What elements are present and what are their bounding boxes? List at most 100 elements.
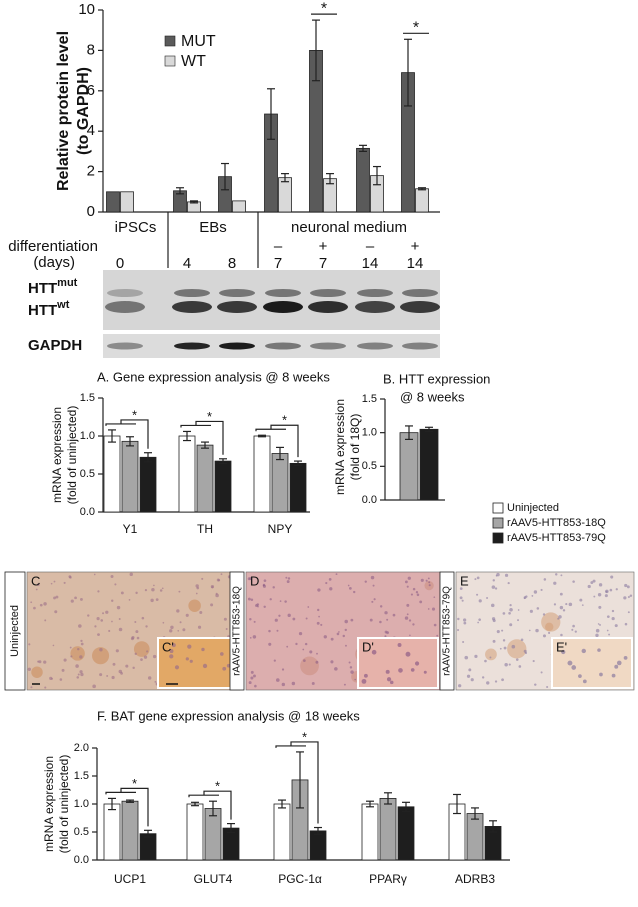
nucleus (151, 587, 155, 592)
nucleus (135, 630, 139, 634)
blot-label-main: HTT (28, 280, 57, 297)
nucleus (59, 678, 63, 681)
nucleus (517, 609, 520, 611)
nucleus (249, 577, 253, 581)
y-tick-label: 2 (87, 163, 95, 180)
nucleus (129, 572, 133, 577)
nucleus (152, 654, 157, 659)
error-bar (278, 799, 286, 809)
nucleus (33, 606, 36, 610)
y-tick-label: 6 (87, 82, 95, 99)
nucleus (161, 587, 164, 590)
nucleus (410, 593, 414, 596)
error-bar (144, 452, 152, 463)
nucleus (509, 604, 512, 607)
nucleus (371, 600, 374, 603)
nucleus (353, 590, 356, 594)
nucleus (125, 664, 129, 668)
x-tick-label: 14 (362, 255, 379, 272)
nucleus (145, 625, 148, 628)
chart-title: F. BAT gene expression analysis @ 18 wee… (97, 708, 360, 723)
nucleus (53, 580, 56, 583)
nucleus (39, 603, 43, 607)
error-bar (176, 187, 184, 195)
nucleus (604, 594, 608, 598)
inset-nucleus (561, 649, 566, 655)
nucleus (176, 609, 180, 613)
nucleus (220, 573, 223, 576)
nucleus (416, 593, 420, 597)
nucleus (515, 658, 519, 661)
nucleus (502, 612, 506, 615)
nucleus (428, 581, 431, 584)
nucleus (511, 644, 516, 649)
nucleus (87, 614, 90, 617)
nucleus (553, 581, 557, 585)
y-tick-label: 0.5 (362, 460, 377, 472)
error-bar (267, 88, 275, 140)
nucleus (345, 644, 347, 647)
error-bar (373, 165, 381, 186)
legend-swatch (492, 532, 504, 544)
bar (309, 830, 327, 861)
band-mut (107, 289, 143, 297)
nucleus (302, 648, 305, 651)
error-bar (276, 446, 284, 461)
significance-label: * (302, 729, 307, 744)
nucleus (80, 672, 84, 677)
y-axis-label: (fold of 18Q) (348, 414, 362, 481)
inset-nucleus (571, 665, 577, 670)
band-gapdh (402, 342, 438, 350)
bar (120, 191, 134, 213)
nucleus (179, 621, 182, 624)
nucleus (491, 585, 496, 589)
error-bar (296, 751, 304, 809)
bar (106, 191, 120, 213)
nucleus (77, 673, 80, 676)
nucleus (330, 660, 334, 664)
nucleus (543, 578, 547, 581)
nucleus (599, 623, 601, 626)
x-tick-label: PGC-1α (278, 872, 322, 886)
inset-nucleus (581, 648, 586, 654)
nucleus (216, 578, 220, 582)
nucleus (559, 605, 564, 610)
nucleus (100, 619, 104, 622)
inset-letter: C' (162, 639, 174, 654)
nucleus (433, 596, 436, 598)
band-gapdh (219, 342, 255, 350)
error-bar (489, 820, 497, 833)
nucleus (595, 628, 600, 633)
nucleus (170, 625, 174, 630)
inset-nucleus (174, 665, 180, 670)
significance-bracket (105, 787, 149, 827)
nucleus (492, 579, 495, 582)
bar (103, 803, 121, 861)
error-bar (190, 200, 198, 204)
nucleus (273, 659, 276, 662)
x-tick-label: TH (197, 522, 213, 536)
error-bar (471, 807, 479, 820)
inset-nucleus (226, 663, 231, 668)
nucleus (627, 595, 630, 599)
nucleus (474, 578, 477, 581)
nucleus (70, 655, 73, 658)
micrograph-label: Uninjected (9, 605, 21, 657)
nucleus (210, 603, 214, 607)
nucleus (195, 584, 199, 588)
nucleus (99, 648, 103, 652)
nucleus (542, 613, 546, 616)
nucleus (55, 595, 59, 599)
nucleus (436, 634, 439, 637)
error-bar (209, 800, 217, 817)
nucleus (560, 633, 563, 637)
nucleus (254, 684, 257, 688)
nucleus (503, 646, 507, 650)
nucleus (579, 598, 583, 602)
error-bar (219, 458, 227, 464)
chart-title: B. HTT expression (383, 371, 490, 386)
significance-label: * (132, 776, 137, 791)
nucleus (53, 596, 56, 600)
nucleus (159, 589, 163, 592)
